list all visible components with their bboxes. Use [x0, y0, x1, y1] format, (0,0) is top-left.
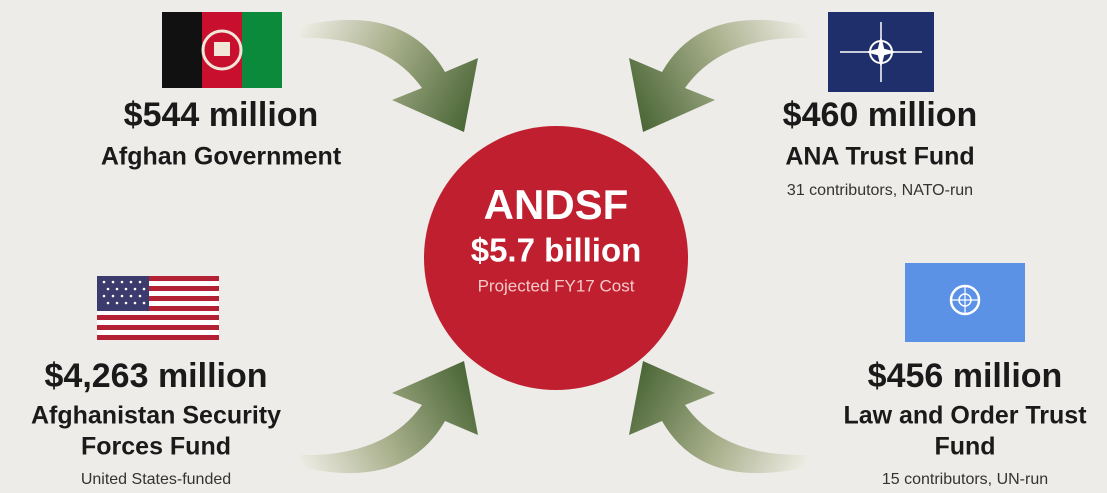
source-name: Forces Fund: [81, 433, 231, 461]
source-note: 15 contributors, UN-run: [882, 471, 1048, 488]
source-amount: $544 million: [124, 96, 319, 134]
un-flag: [905, 263, 1025, 342]
center-circle: [424, 126, 688, 390]
us-flag: [97, 276, 219, 340]
source-name: Fund: [934, 433, 995, 461]
source-name: Afghanistan Security: [31, 402, 281, 430]
center-title: ANDSF: [484, 181, 629, 228]
source-note: 31 contributors, NATO-run: [787, 182, 973, 199]
center-amount: $5.7 billion: [471, 232, 642, 269]
source-name: Law and Order Trust: [843, 402, 1087, 430]
source-name: Afghan Government: [101, 143, 342, 171]
source-amount: $4,263 million: [45, 357, 268, 395]
source-name: ANA Trust Fund: [785, 143, 974, 171]
nato-flag: [828, 12, 934, 92]
afghan-flag: [162, 12, 282, 88]
center-caption: Projected FY17 Cost: [478, 276, 635, 295]
source-amount: $456 million: [868, 357, 1063, 395]
source-amount: $460 million: [783, 96, 978, 134]
source-note: United States-funded: [81, 471, 231, 488]
